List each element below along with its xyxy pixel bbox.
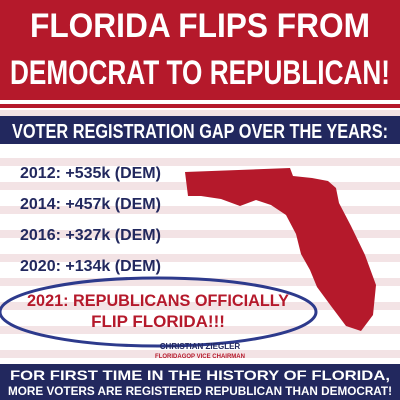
footer-line: MORE VOTERS ARE REGISTERED REPUBLICAN TH… (8, 384, 392, 398)
highlight-oval (0, 276, 318, 348)
header-band (0, 0, 400, 100)
highlight-line: FLIP FLORIDA!!! (91, 312, 225, 331)
subheader: VOTER REGISTRATION GAP OVER THE YEARS: (12, 121, 388, 143)
list-item: 2014: +457k (DEM) (20, 196, 161, 213)
list-item: 2020: +134k (DEM) (20, 258, 161, 275)
title-line: DEMOCRAT TO REPUBLICAN! (10, 54, 390, 92)
list-item: 2012: +535k (DEM) (20, 165, 161, 182)
signature-role: FLORIDAGOP VICE CHAIRMAN (155, 354, 245, 360)
highlight-line: 2021: REPUBLICANS OFFICIALLY (27, 291, 290, 310)
signature-name: CHRISTIAN ZIEGLER (160, 342, 241, 351)
florida-map (185, 168, 376, 331)
header-stripe (0, 104, 400, 108)
list-item: 2016: +327k (DEM) (20, 227, 161, 244)
footer-band (0, 364, 400, 400)
footer-line: FOR FIRST TIME IN THE HISTORY OF FLORIDA… (10, 367, 390, 383)
title-line: FLORIDA FLIPS FROM (30, 7, 370, 45)
subheader-band (0, 116, 400, 144)
